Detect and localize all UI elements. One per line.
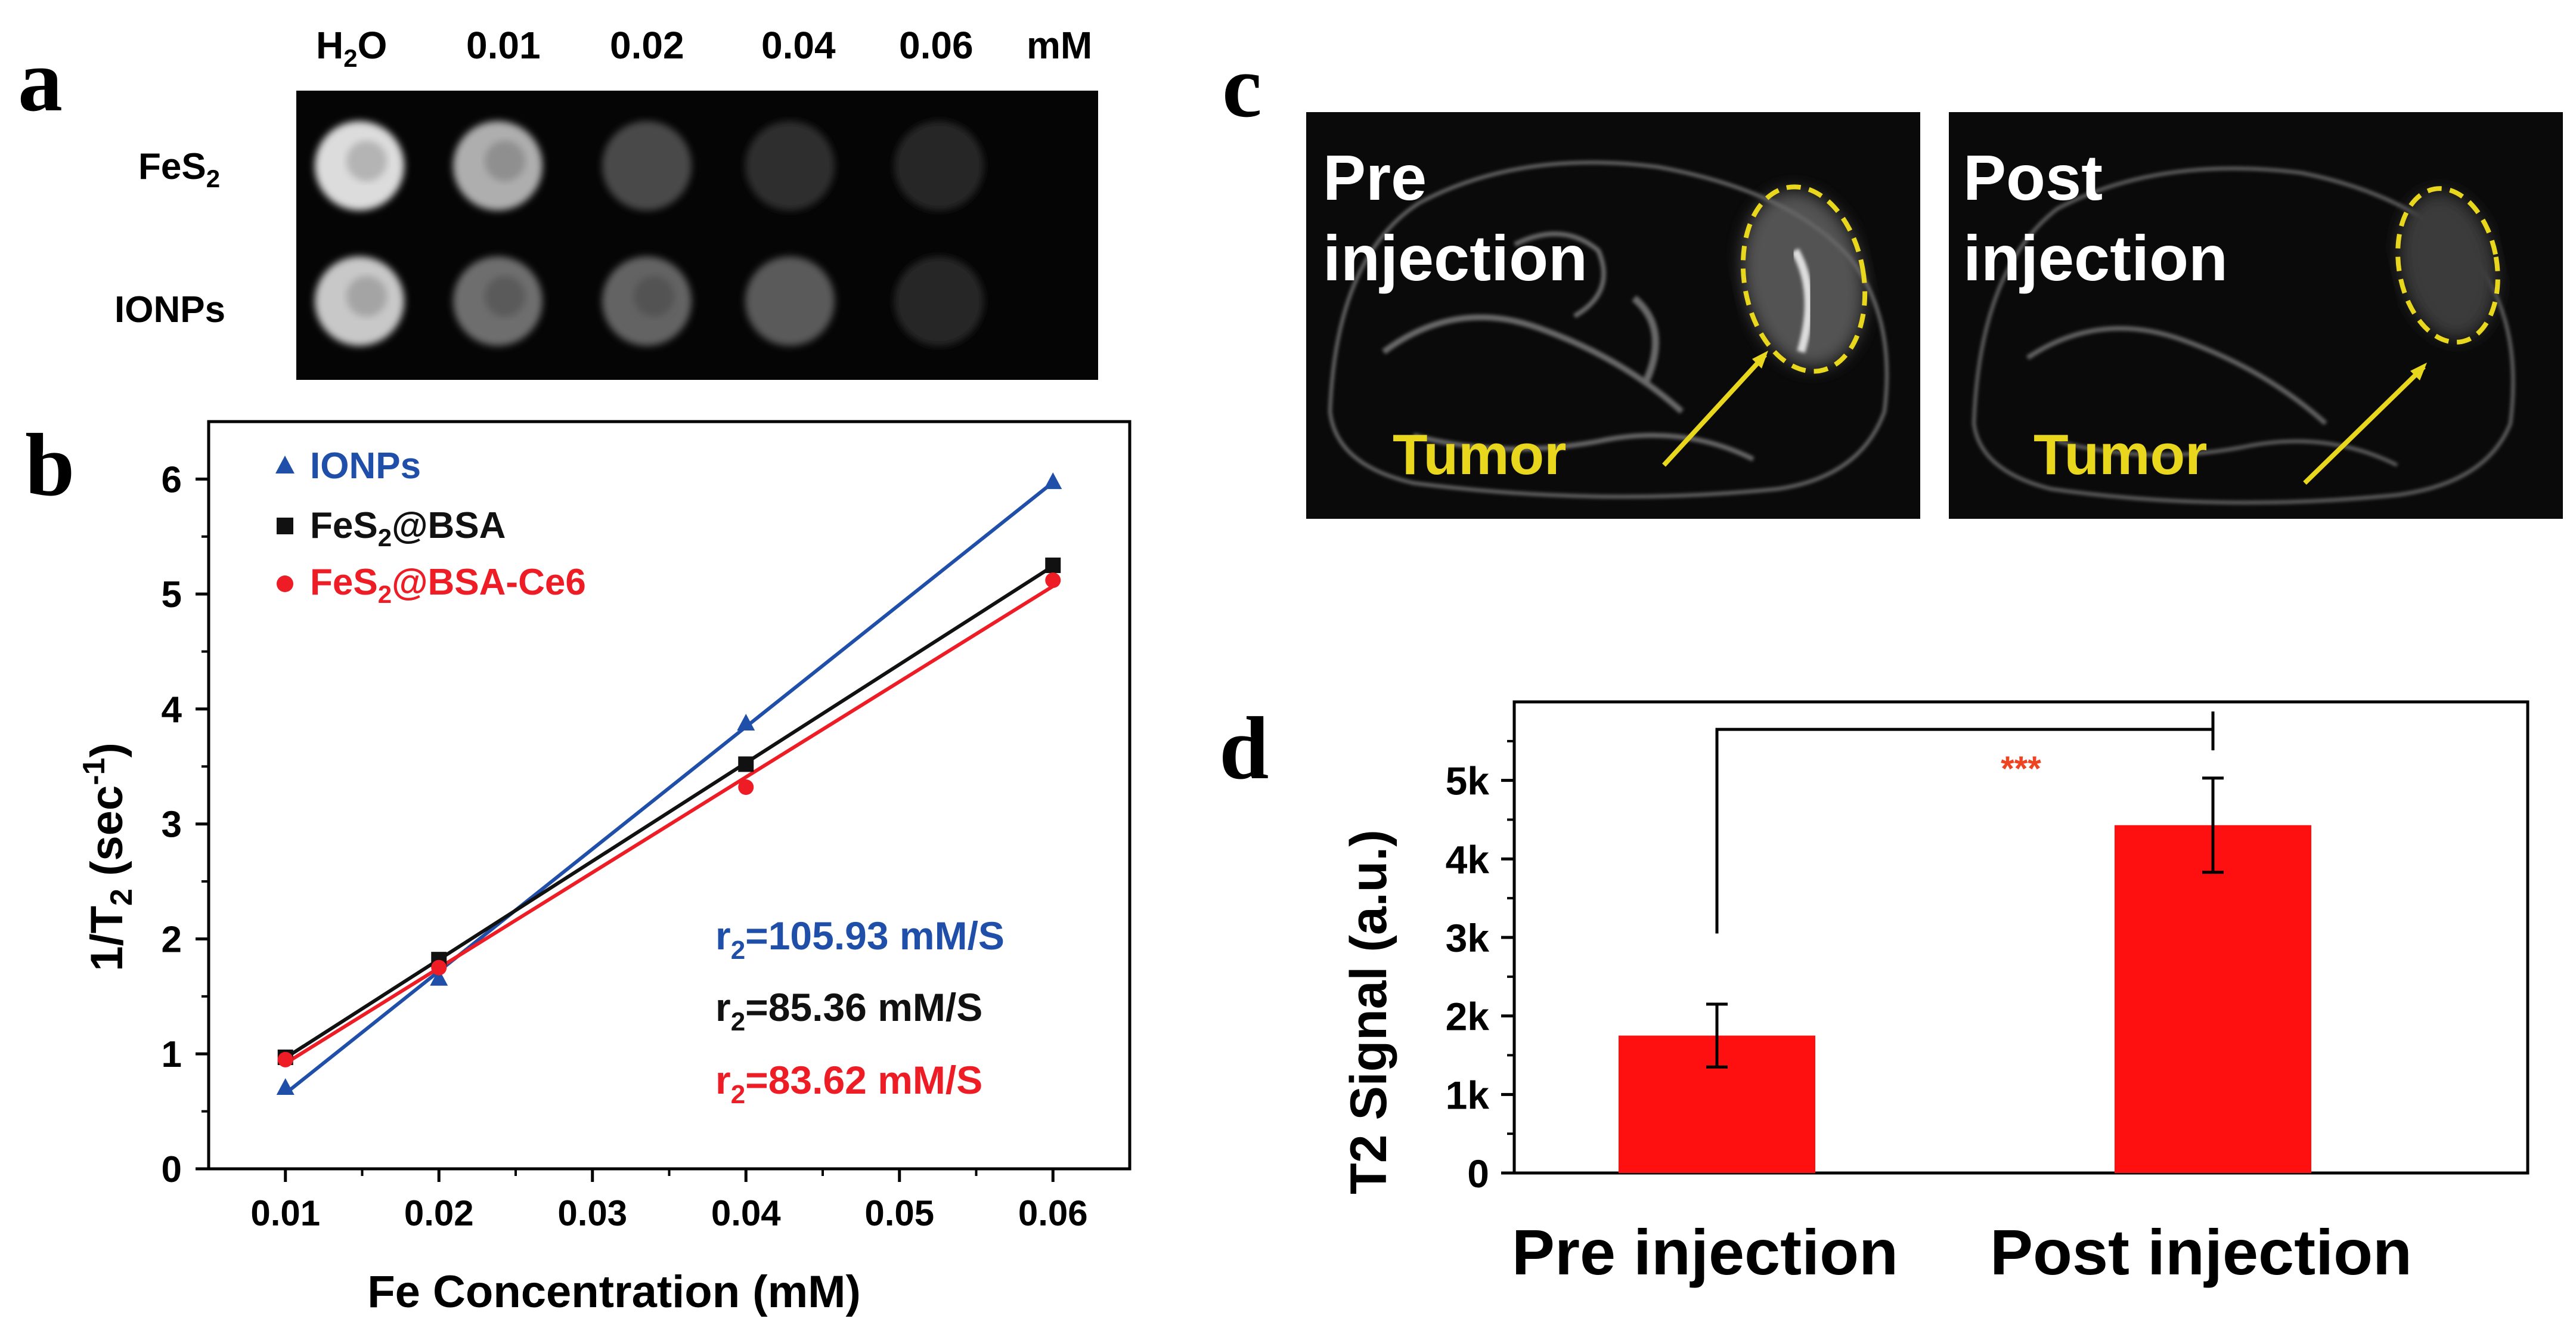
data-point-circle bbox=[1045, 572, 1061, 589]
bar-post-injection bbox=[2115, 825, 2311, 1173]
y-tick-label: 3 bbox=[162, 804, 182, 846]
y-tick-label: 1k bbox=[1446, 1073, 1490, 1117]
chart-b-legend: IONPs FeS2@BSA FeS2@BSA-Ce6 bbox=[275, 445, 586, 608]
column-label-unit: mM bbox=[1027, 24, 1092, 67]
column-label-0.02: 0.02 bbox=[610, 24, 684, 67]
svg-text:Tumor: Tumor bbox=[1393, 423, 1567, 487]
x-tick-label: 0.04 bbox=[711, 1193, 781, 1233]
data-point-triangle bbox=[275, 456, 295, 473]
fit-line-fes2-bsa-ce6 bbox=[284, 584, 1054, 1065]
y-tick-label: 1 bbox=[162, 1034, 182, 1075]
phantom-well-texture bbox=[485, 276, 525, 317]
y-tick-label: 0 bbox=[162, 1149, 182, 1190]
y-tick-label: 4 bbox=[162, 689, 182, 731]
data-point-circle bbox=[277, 1051, 293, 1067]
panel-c-mri: Pre injection Tumor Post injection Tumor bbox=[1306, 112, 2563, 519]
panel-letter-d: d bbox=[1219, 699, 1269, 798]
data-point-triangle bbox=[430, 968, 448, 986]
phantom-well-texture bbox=[346, 141, 387, 181]
tumor-outline-post bbox=[2395, 186, 2500, 345]
x-category-label: Pre injection bbox=[1512, 1216, 1898, 1288]
column-label-0.01: 0.01 bbox=[466, 24, 541, 67]
chart-b-xlabel: Fe Concentration (mM) bbox=[367, 1267, 861, 1317]
data-point-triangle bbox=[1044, 472, 1062, 490]
panel-letter-a: a bbox=[18, 31, 63, 130]
legend-label-ionps: IONPs bbox=[310, 445, 421, 487]
y-tick-label: 5 bbox=[162, 574, 182, 615]
panel-letter-b: b bbox=[25, 416, 75, 515]
svg-text:Post: Post bbox=[1963, 141, 2103, 213]
y-tick-label: 5k bbox=[1446, 759, 1490, 803]
phantom-well bbox=[745, 121, 835, 211]
tumor-arrow-pre bbox=[1662, 353, 1767, 467]
data-point-square bbox=[738, 756, 754, 772]
column-label-0.04: 0.04 bbox=[761, 24, 836, 67]
annotation-r2-ionps: r2=105.93 mM/S bbox=[715, 914, 1005, 965]
fit-line-fes2-bsa bbox=[284, 564, 1054, 1060]
data-point-triangle bbox=[276, 1078, 295, 1095]
y-tick-label: 0 bbox=[1467, 1152, 1489, 1196]
data-point-circle bbox=[738, 779, 754, 796]
chart-d-ylabel: T2 Signal (a.u.) bbox=[1340, 830, 1397, 1194]
row-label-ionps: IONPs bbox=[114, 289, 225, 330]
mri-pre-injection: Pre injection Tumor bbox=[1306, 112, 1920, 519]
significance-label: *** bbox=[2001, 750, 2041, 788]
panel-letter-c: c bbox=[1222, 37, 1262, 136]
phantom-well-texture bbox=[634, 276, 674, 317]
tumor-arrow-post bbox=[2303, 365, 2426, 485]
x-tick-label: 0.03 bbox=[557, 1193, 627, 1233]
tumor-outline-pre bbox=[1740, 184, 1868, 374]
phantom-well bbox=[745, 256, 835, 346]
mri-post-injection: Post injection Tumor bbox=[1949, 112, 2563, 519]
column-label-h2o: H2O bbox=[316, 24, 387, 72]
annotation-r2-fes2-bsa: r2=85.36 mM/S bbox=[715, 985, 982, 1036]
y-tick-label: 6 bbox=[162, 459, 182, 500]
phantom-background bbox=[296, 91, 1098, 380]
fit-line-ionps bbox=[284, 481, 1055, 1095]
legend-label-fes2-bsa: FeS2@BSA bbox=[310, 505, 506, 552]
data-point-circle bbox=[431, 960, 447, 976]
data-point-triangle bbox=[737, 713, 755, 731]
data-point-square bbox=[1045, 557, 1061, 573]
y-tick-label: 2k bbox=[1446, 995, 1490, 1039]
y-tick-label: 4k bbox=[1446, 837, 1490, 881]
data-point-square bbox=[277, 518, 293, 534]
y-tick-label: 2 bbox=[162, 919, 182, 960]
x-tick-label: 0.06 bbox=[1018, 1193, 1088, 1233]
phantom-well-texture bbox=[485, 141, 525, 181]
panel-a-phantom: H2O 0.01 0.02 0.04 0.06 mM FeS2 IONPs bbox=[114, 24, 1098, 380]
y-tick-label: 3k bbox=[1446, 916, 1490, 960]
data-point-circle bbox=[277, 575, 293, 592]
phantom-well bbox=[894, 256, 984, 346]
phantom-well bbox=[894, 121, 984, 211]
x-tick-label: 0.02 bbox=[404, 1193, 474, 1233]
x-tick-label: 0.05 bbox=[864, 1193, 934, 1233]
phantom-well-texture bbox=[346, 276, 387, 317]
svg-text:injection: injection bbox=[1323, 222, 1588, 294]
annotation-r2-fes2-bsa-ce6: r2=83.62 mM/S bbox=[715, 1058, 982, 1109]
row-label-fes2: FeS2 bbox=[138, 146, 220, 193]
chart-b-ylabel: 1/T2 (sec-1) bbox=[77, 742, 139, 971]
x-category-label: Post injection bbox=[1990, 1216, 2412, 1288]
svg-text:Pre: Pre bbox=[1323, 141, 1427, 213]
x-tick-label: 0.01 bbox=[250, 1193, 320, 1233]
svg-text:Tumor: Tumor bbox=[2033, 423, 2208, 487]
column-label-0.06: 0.06 bbox=[899, 24, 974, 67]
phantom-well bbox=[602, 121, 692, 211]
chart-b: 0.01 0.02 0.03 0.04 0.05 0.06 0 1 2 3 4 5 6 IONPs Fe… bbox=[77, 420, 1132, 1317]
svg-text:injection: injection bbox=[1963, 222, 2228, 294]
legend-label-fes2-bsa-ce6: FeS2@BSA-Ce6 bbox=[310, 562, 586, 608]
